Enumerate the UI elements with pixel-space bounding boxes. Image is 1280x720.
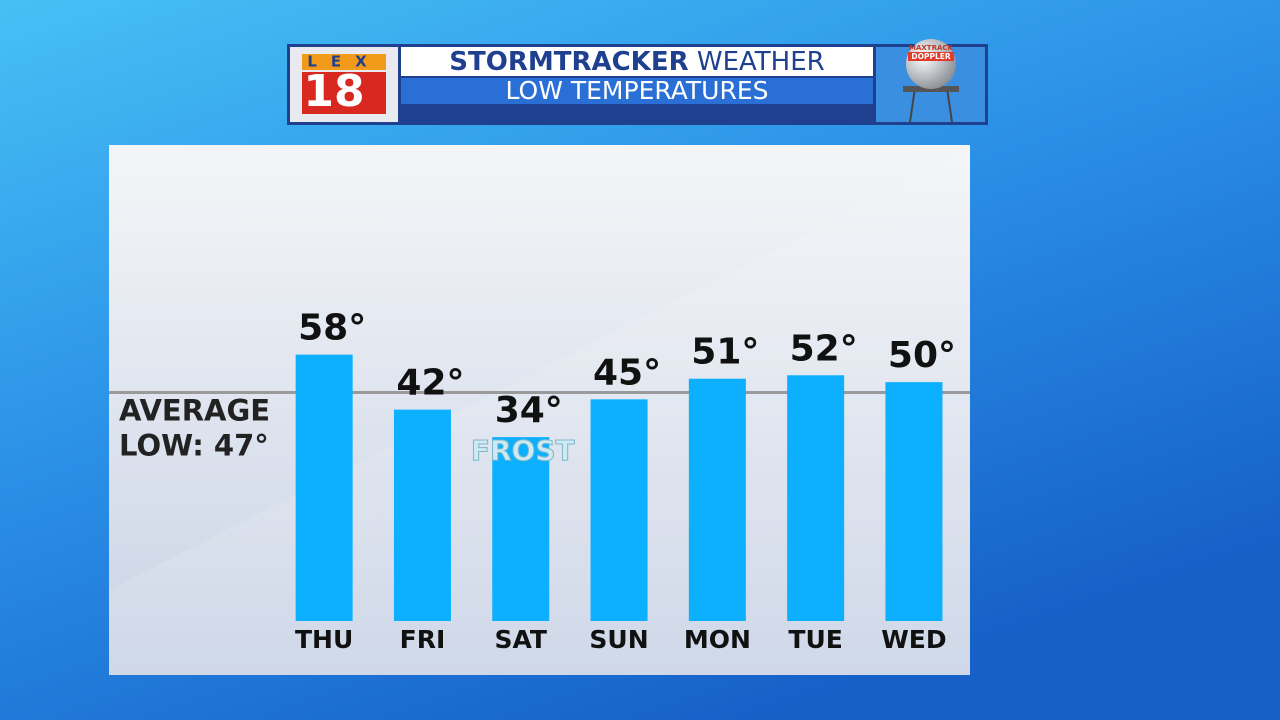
title-regular: WEATHER: [697, 47, 825, 77]
frost-label: FROST: [471, 434, 575, 467]
value-label: 52°: [790, 328, 858, 369]
value-label: 45°: [593, 352, 661, 393]
bar: [787, 375, 845, 621]
title-bold: STORMTRACKER: [449, 47, 688, 77]
logo-number: 18: [303, 66, 364, 117]
subtitle-bar: [401, 78, 873, 104]
logo-number-box: [302, 72, 386, 114]
radar-leg: [909, 87, 916, 123]
value-label: 34°: [495, 390, 563, 431]
value-label: 50°: [888, 335, 956, 376]
radar-leg: [946, 87, 953, 123]
average-label: AVERAGE: [119, 393, 270, 427]
value-label: 42°: [396, 363, 464, 404]
x-tick-label: SAT: [495, 625, 547, 654]
title-bar: [401, 47, 873, 76]
x-tick-label: TUE: [788, 625, 842, 654]
x-tick-label: THU: [295, 625, 353, 654]
bar: [295, 354, 353, 621]
logo-text: LEX: [307, 53, 380, 71]
bar: [492, 437, 550, 621]
radar-dome: [906, 39, 956, 89]
subtitle: LOW TEMPERATURES: [505, 76, 768, 105]
x-tick-label: FRI: [400, 625, 446, 654]
x-tick-label: WED: [881, 625, 946, 654]
title: STORMTRACKER WEATHER: [449, 47, 824, 77]
bar: [885, 382, 943, 621]
radar-text: MAXTRACK: [909, 44, 954, 52]
average-label: LOW: 47°: [119, 428, 269, 462]
bar: [590, 399, 648, 621]
x-tick-label: MON: [684, 625, 751, 654]
bar: [688, 378, 746, 621]
logo-band: [302, 54, 386, 70]
radar-text: DOPPLER: [911, 52, 950, 61]
bar: [393, 409, 451, 621]
value-label: 58°: [298, 308, 366, 349]
value-label: 51°: [691, 332, 759, 373]
x-tick-label: SUN: [589, 625, 648, 654]
radar-badge: [908, 52, 954, 61]
